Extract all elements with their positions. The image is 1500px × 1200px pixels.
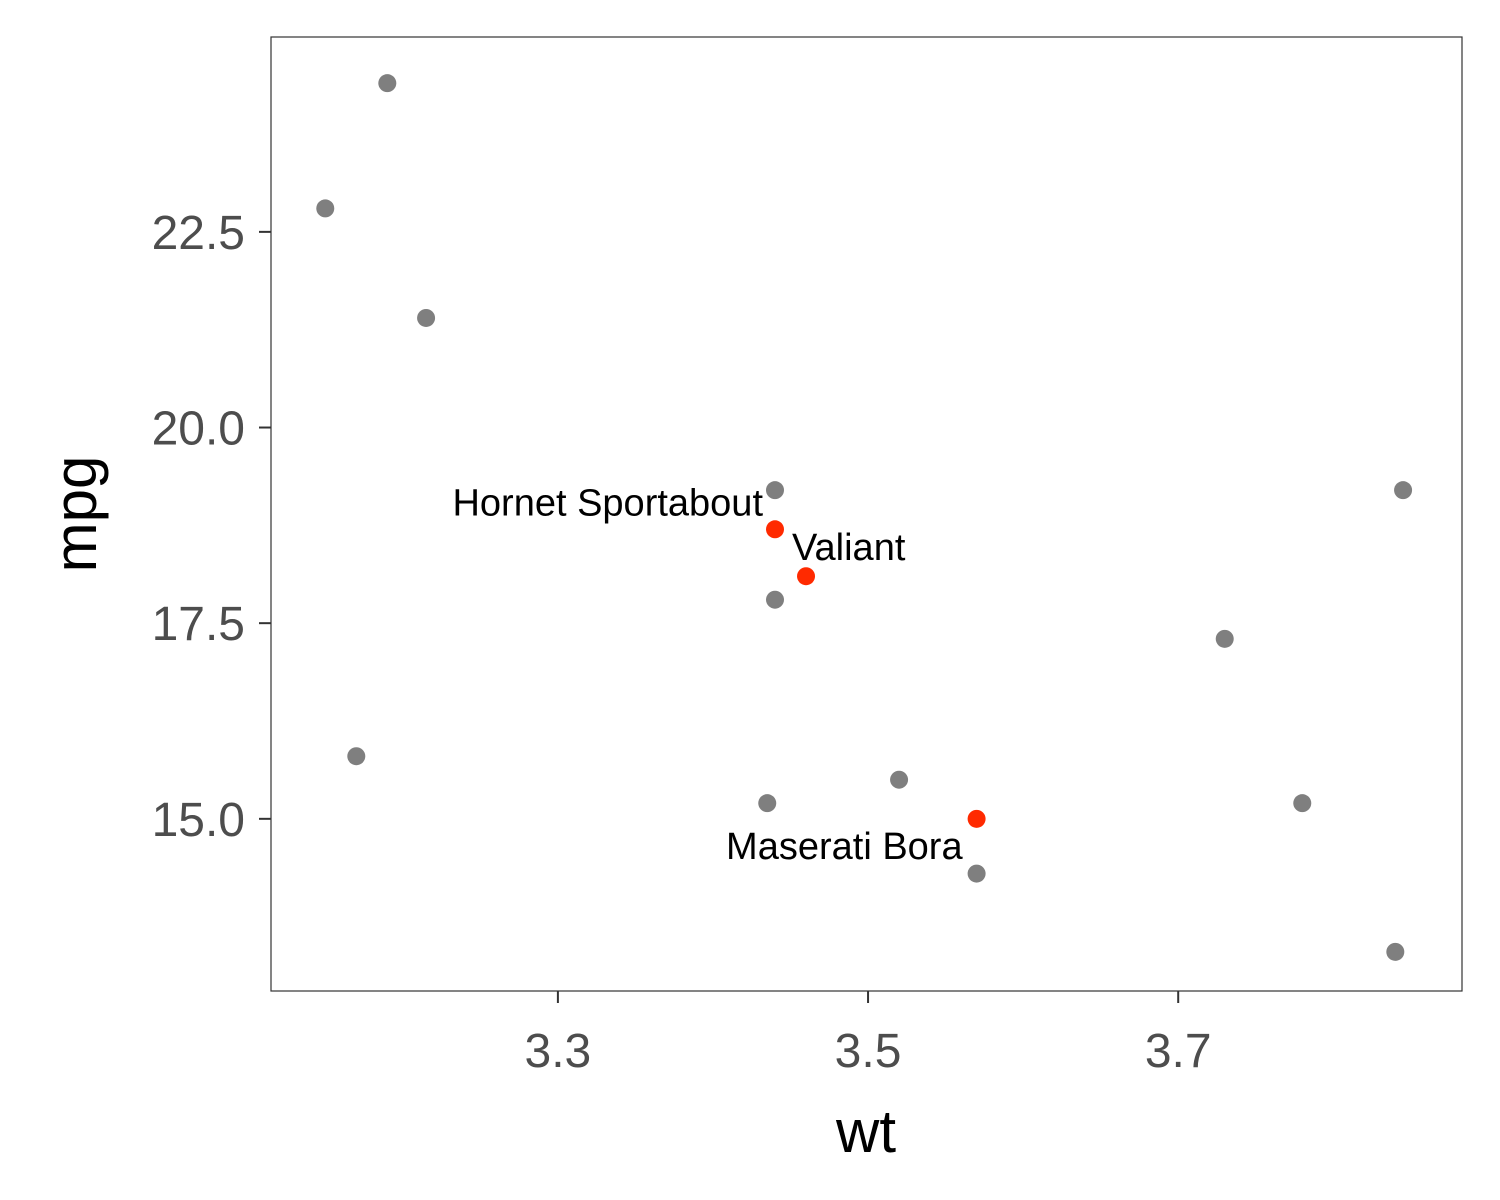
x-tick-label: 3.5 [835,1025,902,1078]
data-point [417,308,436,327]
data-point [967,864,986,883]
y-axis-title: mpg [42,456,109,573]
point-label: Hornet Sportabout [452,482,763,524]
x-axis-title: wt [835,1098,896,1165]
point-label: Maserati Bora [726,826,963,868]
data-point [378,74,397,93]
point-labels: Hornet Sportabout Valiant Maserati Bora [452,482,963,868]
y-axis: 15.0 17.5 20.0 22.5 [152,207,271,847]
x-tick-label: 3.3 [525,1025,592,1078]
x-axis: 3.3 3.5 3.7 [525,991,1212,1078]
y-tick-label: 17.5 [152,598,245,651]
highlighted-point [766,520,785,539]
data-point [316,199,335,218]
plot-panel [270,36,1463,992]
y-tick-label: 20.0 [152,403,245,456]
y-tick-label: 22.5 [152,207,245,260]
data-point [766,481,785,500]
data-point [758,794,777,813]
data-point [1293,794,1312,813]
highlighted-point [797,567,816,586]
data-point [766,590,785,609]
data-point [1215,629,1234,648]
data-point [890,770,909,789]
data-point [1394,481,1413,500]
data-points [316,74,1413,961]
x-tick-label: 3.7 [1145,1025,1212,1078]
data-point [1386,942,1405,961]
highlighted-point [967,809,986,828]
data-point [347,747,366,766]
y-tick-label: 15.0 [152,794,245,847]
point-label: Valiant [792,527,906,569]
